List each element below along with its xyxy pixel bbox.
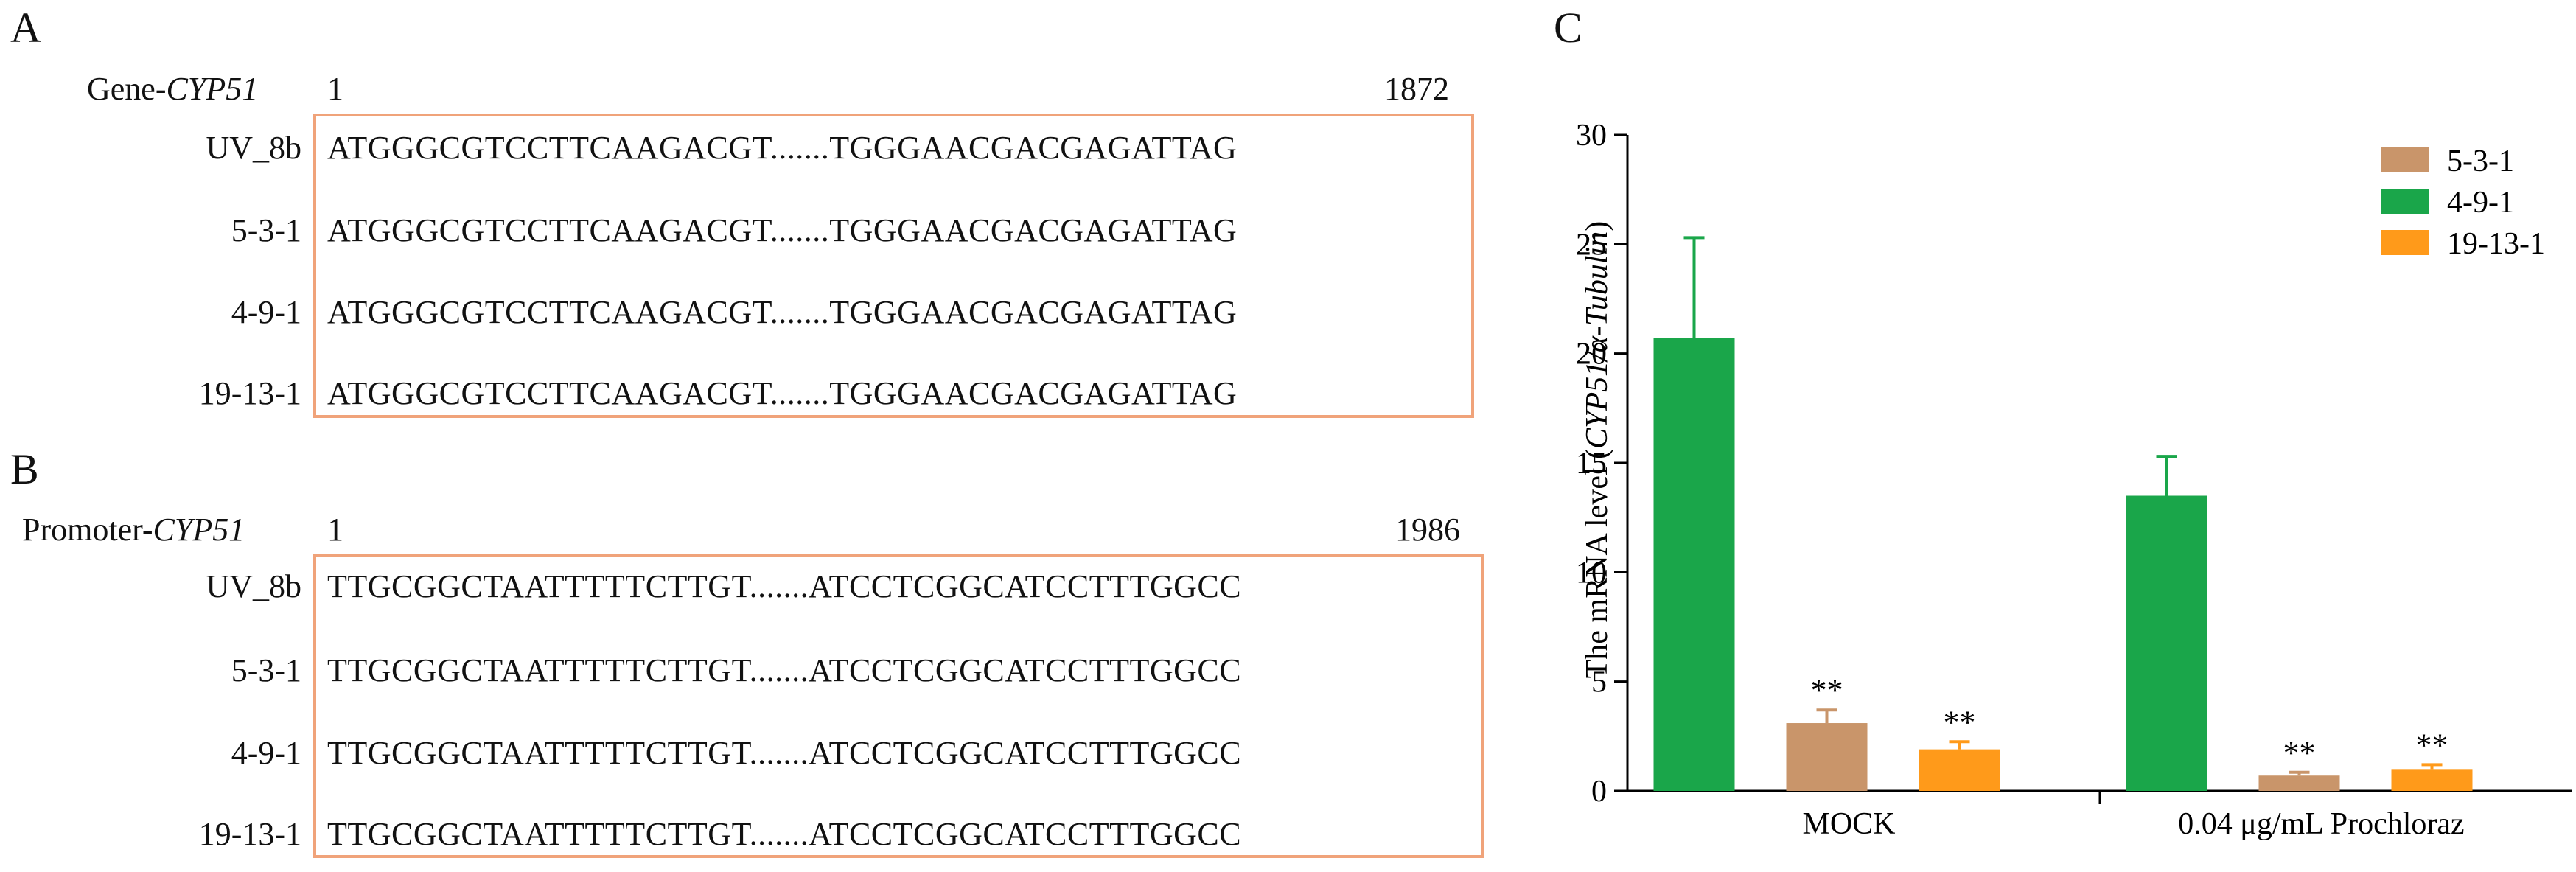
legend-swatch <box>2381 189 2429 214</box>
x-tick-label: 0.04 μg/mL Prochloraz <box>2178 807 2464 841</box>
panel-a-row-seq: ATGGGCGTCCTTCAAGACGT.......TGGGAACGACGAG… <box>327 130 1238 166</box>
panel-b-row-label: 5-3-1 <box>231 652 301 688</box>
panel-b-start-pos: 1 <box>327 512 343 548</box>
panel-a-start-pos: 1 <box>327 71 343 107</box>
panel-c-letter: C <box>1554 4 1582 52</box>
bar <box>1653 338 1735 791</box>
legend-swatch <box>2381 147 2429 172</box>
panel-b-title-prefix: Promoter- <box>22 512 153 548</box>
y-tick-label: 25 <box>1576 228 1607 262</box>
significance-marker: ** <box>2416 727 2448 763</box>
panel-b-title: Promoter-CYP51 <box>22 511 245 548</box>
panel-b-row-label: 19-13-1 <box>198 816 301 852</box>
panel-a-row-label: 19-13-1 <box>198 375 301 411</box>
legend-label: 4-9-1 <box>2447 186 2514 220</box>
panel-b-row-seq: TTGCGGCTAATTTTTCTTGT.......ATCCTCGGCATCC… <box>327 735 1242 771</box>
panel-a-title-gene: CYP51 <box>166 71 259 107</box>
panel-a-row-seq: ATGGGCGTCCTTCAAGACGT.......TGGGAACGACGAG… <box>327 294 1238 330</box>
significance-marker: ** <box>1811 672 1843 708</box>
y-axis-label-italic: CYP51/α-Tubulin <box>1580 231 1614 449</box>
bar <box>2258 775 2340 791</box>
legend-label: 19-13-1 <box>2447 227 2545 261</box>
y-axis-label-suffix: ) <box>1580 221 1614 231</box>
panel-a-row-seq: ATGGGCGTCCTTCAAGACGT.......TGGGAACGACGAG… <box>327 375 1238 411</box>
panel-a-end-pos: 1872 <box>1384 71 1449 107</box>
panel-a-row-seq: ATGGGCGTCCTTCAAGACGT.......TGGGAACGACGAG… <box>327 212 1238 248</box>
panel-a-row-label: 5-3-1 <box>231 212 301 248</box>
panel-a-row-label: UV_8b <box>206 130 301 166</box>
panel-b-row-label: UV_8b <box>206 568 301 604</box>
bar <box>2391 769 2473 791</box>
panel-a-title-prefix: Gene- <box>87 71 167 107</box>
y-tick-label: 0 <box>1591 775 1607 809</box>
y-tick-label: 15 <box>1576 447 1607 481</box>
mrna-bar-chart: 0 5 10 15 20 25 30 MOCK 0.04 μg/mL Prochloraz **… <box>1576 119 2572 841</box>
panel-b-row-seq: TTGCGGCTAATTTTTCTTGT.......ATCCTCGGCATCC… <box>327 568 1242 604</box>
y-tick-label: 5 <box>1591 666 1607 700</box>
y-axis-label-prefix: The mRNA level ( <box>1580 449 1614 678</box>
panel-b-sequence-box <box>313 554 1484 858</box>
y-tick-label: 10 <box>1576 556 1607 590</box>
panel-b-row-seq: TTGCGGCTAATTTTTCTTGT.......ATCCTCGGCATCC… <box>327 816 1242 852</box>
bar <box>1919 749 2000 791</box>
y-axis-label: The mRNA level (CYP51/α-Tubulin) <box>1580 221 1614 679</box>
panel-b-letter: B <box>10 445 39 493</box>
y-tick-label: 20 <box>1576 338 1607 372</box>
legend-label: 5-3-1 <box>2447 144 2514 178</box>
legend-swatch <box>2381 230 2429 255</box>
chart-bars: ** ** ** ** <box>1653 236 2473 791</box>
panel-a-row-label: 4-9-1 <box>231 294 301 330</box>
panel-a-title: Gene-CYP51 <box>87 70 258 108</box>
panel-a-letter: A <box>10 4 41 52</box>
significance-marker: ** <box>2283 735 2316 771</box>
bar <box>1786 723 1868 791</box>
panel-b-end-pos: 1986 <box>1395 512 1460 548</box>
chart-legend: 5-3-1 4-9-1 19-13-1 <box>2381 144 2545 261</box>
panel-b-row-seq: TTGCGGCTAATTTTTCTTGT.......ATCCTCGGCATCC… <box>327 652 1242 688</box>
panel-b-row-label: 4-9-1 <box>231 735 301 771</box>
y-tick-label: 30 <box>1576 119 1607 153</box>
panel-a-sequence-box <box>313 114 1474 418</box>
bar <box>2126 495 2207 791</box>
panel-b-title-gene: CYP51 <box>153 512 245 548</box>
significance-marker: ** <box>1944 704 1976 740</box>
x-tick-label: MOCK <box>1802 807 1895 841</box>
chart-axes: 0 5 10 15 20 25 30 MOCK 0.04 μg/mL Prochloraz <box>1576 119 2572 841</box>
